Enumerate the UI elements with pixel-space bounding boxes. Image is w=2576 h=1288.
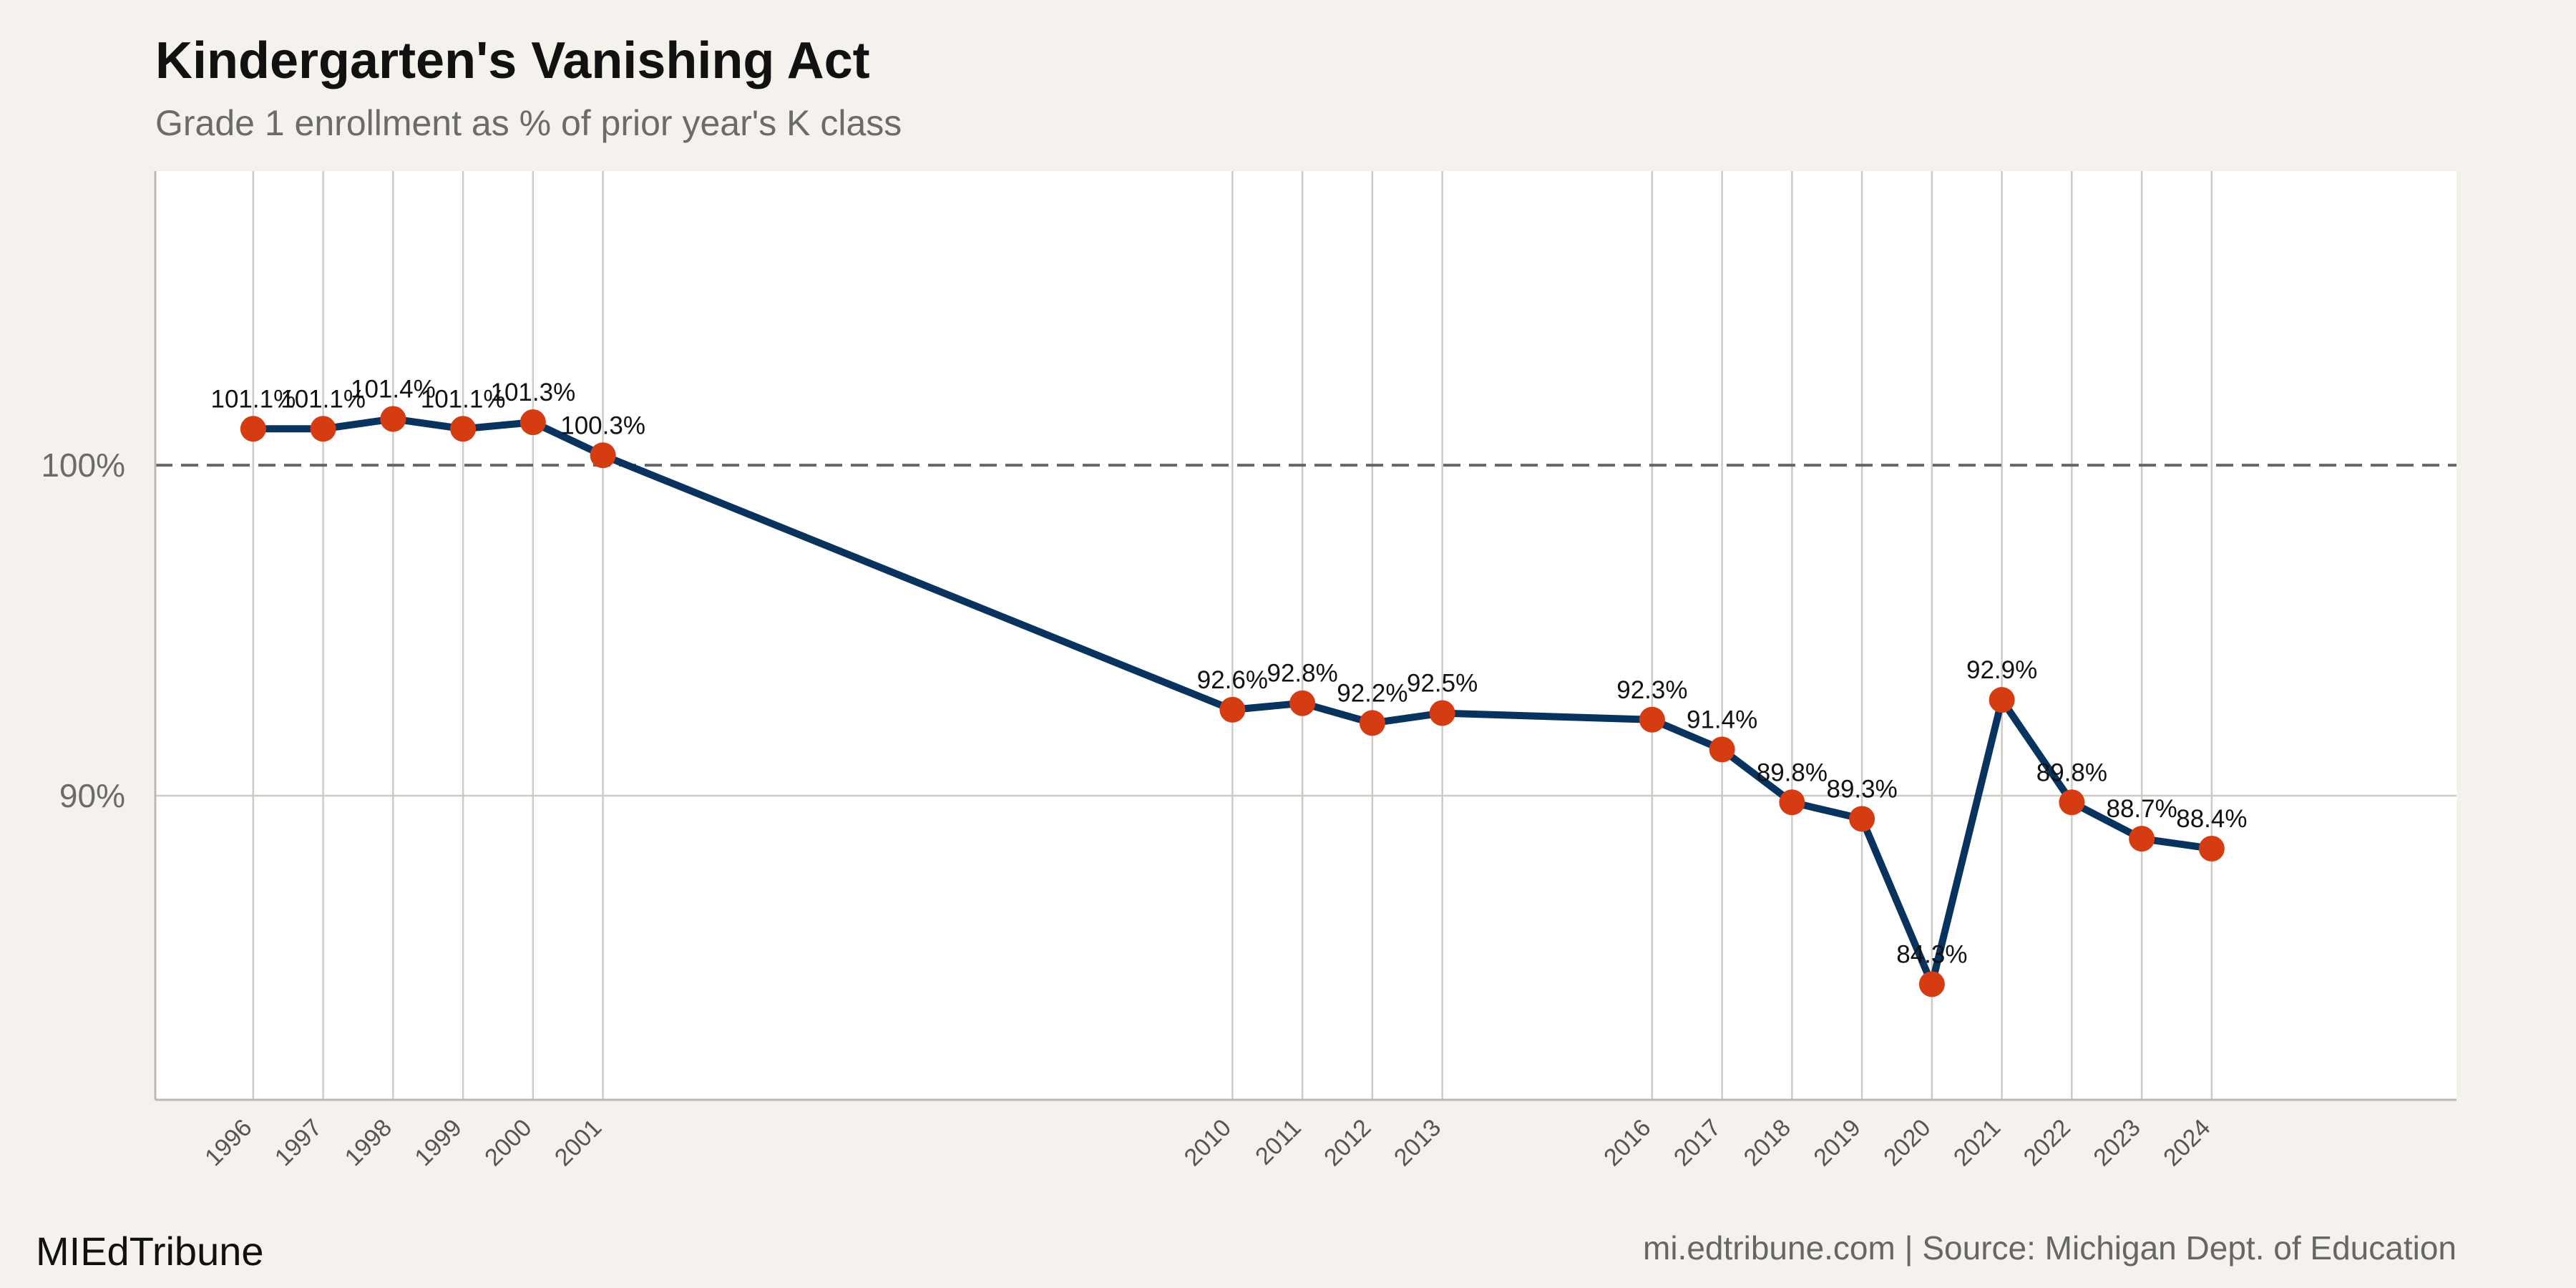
data-point bbox=[2198, 835, 2225, 862]
data-label: 89.3% bbox=[1826, 775, 1897, 803]
data-label: 92.6% bbox=[1197, 666, 1268, 694]
data-point bbox=[590, 442, 616, 469]
plot-area bbox=[155, 171, 2457, 1100]
brand-name: MIEdTribune bbox=[36, 1229, 264, 1274]
data-point bbox=[380, 406, 406, 432]
data-label: 100.3% bbox=[560, 411, 645, 439]
data-label: 88.7% bbox=[2106, 795, 2177, 823]
data-labels: 101.1%101.1%101.4%101.1%101.3%100.3%92.6… bbox=[210, 375, 2247, 968]
data-point bbox=[1639, 706, 1665, 733]
data-point bbox=[1219, 696, 1246, 723]
data-label: 92.9% bbox=[1966, 656, 2037, 684]
y-tick-label: 100% bbox=[41, 447, 125, 484]
data-point bbox=[310, 416, 336, 442]
data-point bbox=[450, 416, 477, 442]
data-point bbox=[2129, 826, 2155, 852]
data-point bbox=[1429, 700, 1455, 726]
axes bbox=[154, 171, 2457, 1101]
data-point bbox=[1849, 806, 1875, 832]
data-point bbox=[1359, 710, 1385, 736]
data-label: 101.1% bbox=[421, 385, 506, 413]
y-tick-label: 90% bbox=[59, 777, 125, 814]
data-label: 84.3% bbox=[1896, 940, 1967, 968]
data-label: 101.1% bbox=[210, 385, 296, 413]
data-label: 89.8% bbox=[1757, 758, 1828, 786]
data-point bbox=[1709, 736, 1735, 763]
data-point bbox=[2059, 789, 2085, 816]
data-label: 92.5% bbox=[1407, 670, 1478, 698]
data-label: 89.8% bbox=[2036, 758, 2107, 786]
data-label: 92.2% bbox=[1337, 679, 1407, 707]
data-point bbox=[240, 416, 266, 442]
data-label: 91.4% bbox=[1687, 706, 1757, 733]
data-point bbox=[1289, 690, 1316, 716]
y-tick-labels: 90% 100% bbox=[41, 447, 125, 814]
data-label: 92.3% bbox=[1616, 676, 1687, 704]
data-label: 101.3% bbox=[490, 379, 575, 406]
chart-title: Kindergarten's Vanishing Act bbox=[155, 32, 870, 89]
source-note: mi.edtribune.com | Source: Michigan Dept… bbox=[1643, 1229, 2457, 1267]
data-point bbox=[1989, 687, 2015, 713]
data-point bbox=[519, 409, 546, 436]
data-point bbox=[1779, 789, 1805, 816]
data-label: 101.1% bbox=[280, 385, 366, 413]
data-label: 101.4% bbox=[351, 375, 436, 403]
data-label: 88.4% bbox=[2176, 805, 2247, 833]
data-label: 92.8% bbox=[1267, 660, 1337, 688]
data-point bbox=[1918, 971, 1945, 997]
chart-subtitle: Grade 1 enrollment as % of prior year's … bbox=[155, 103, 902, 143]
data-points bbox=[240, 406, 2225, 997]
